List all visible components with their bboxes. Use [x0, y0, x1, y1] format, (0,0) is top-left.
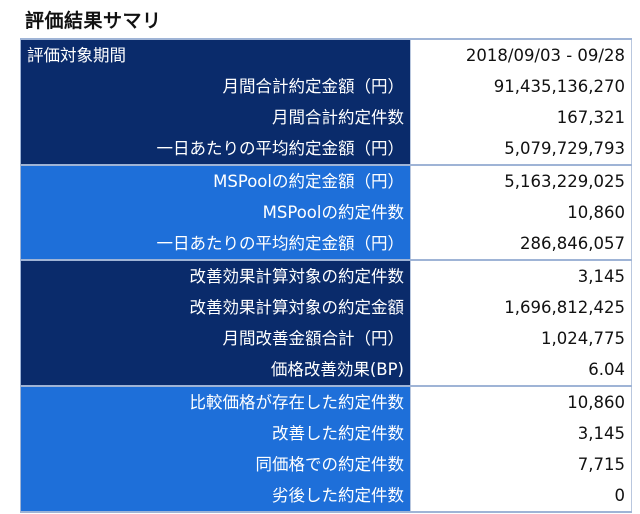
row-value: 2018/09/03 - 09/28 [410, 38, 632, 71]
table-row: 月間改善金額合計（円） 1,024,775 [20, 323, 632, 354]
table-row: 改善効果計算対象の約定金額 1,696,812,425 [20, 292, 632, 323]
table-row: 改善効果計算対象の約定件数 3,145 [20, 259, 632, 292]
row-value: 1,024,775 [410, 323, 632, 354]
table-row: 一日あたりの平均約定金額（円） 286,846,057 [20, 228, 632, 260]
table-row: 価格改善効果(BP) 6.04 [20, 354, 632, 386]
row-label: 月間改善金額合計（円） [20, 323, 411, 354]
row-label: 月間合計約定件数 [20, 102, 411, 133]
table-row: 評価対象期間 2018/09/03 - 09/28 [20, 38, 632, 71]
table-row: 同価格での約定件数 7,715 [20, 449, 632, 480]
row-value: 7,715 [410, 449, 632, 480]
table-row: 一日あたりの平均約定金額（円） 5,079,729,793 [20, 133, 632, 165]
row-label: 一日あたりの平均約定金額（円） [20, 228, 411, 260]
row-label: 価格改善効果(BP) [20, 354, 411, 386]
row-value: 3,145 [410, 418, 632, 449]
row-value: 10,860 [410, 385, 632, 418]
row-label: MSPoolの約定件数 [20, 197, 411, 228]
row-label: 改善効果計算対象の約定件数 [20, 259, 411, 292]
row-value: 5,079,729,793 [410, 133, 632, 165]
row-label: MSPoolの約定金額（円） [20, 164, 411, 197]
row-label: 改善した約定件数 [20, 418, 411, 449]
table-row: 改善した約定件数 3,145 [20, 418, 632, 449]
row-value: 3,145 [410, 259, 632, 292]
table-row: 月間合計約定件数 167,321 [20, 102, 632, 133]
row-value: 91,435,136,270 [410, 71, 632, 102]
summary-table: 評価対象期間 2018/09/03 - 09/28 月間合計約定金額（円） 91… [20, 38, 632, 513]
row-value: 5,163,229,025 [410, 164, 632, 197]
row-label: 月間合計約定金額（円） [20, 71, 411, 102]
table-row: MSPoolの約定件数 10,860 [20, 197, 632, 228]
row-label: 比較価格が存在した約定件数 [20, 385, 411, 418]
row-value: 6.04 [410, 354, 632, 386]
row-label: 評価対象期間 [20, 38, 411, 71]
table-row: 月間合計約定金額（円） 91,435,136,270 [20, 71, 632, 102]
row-value: 286,846,057 [410, 228, 632, 260]
table-row: 劣後した約定件数 0 [20, 480, 632, 513]
page-title: 評価結果サマリ [25, 10, 162, 32]
row-value: 167,321 [410, 102, 632, 133]
row-label: 改善効果計算対象の約定金額 [20, 292, 411, 323]
table-row: MSPoolの約定金額（円） 5,163,229,025 [20, 164, 632, 197]
table-row: 比較価格が存在した約定件数 10,860 [20, 385, 632, 418]
row-label: 一日あたりの平均約定金額（円） [20, 133, 411, 165]
row-value: 10,860 [410, 197, 632, 228]
row-value: 1,696,812,425 [410, 292, 632, 323]
row-label: 同価格での約定件数 [20, 449, 411, 480]
row-value: 0 [410, 480, 632, 513]
row-label: 劣後した約定件数 [20, 480, 411, 513]
